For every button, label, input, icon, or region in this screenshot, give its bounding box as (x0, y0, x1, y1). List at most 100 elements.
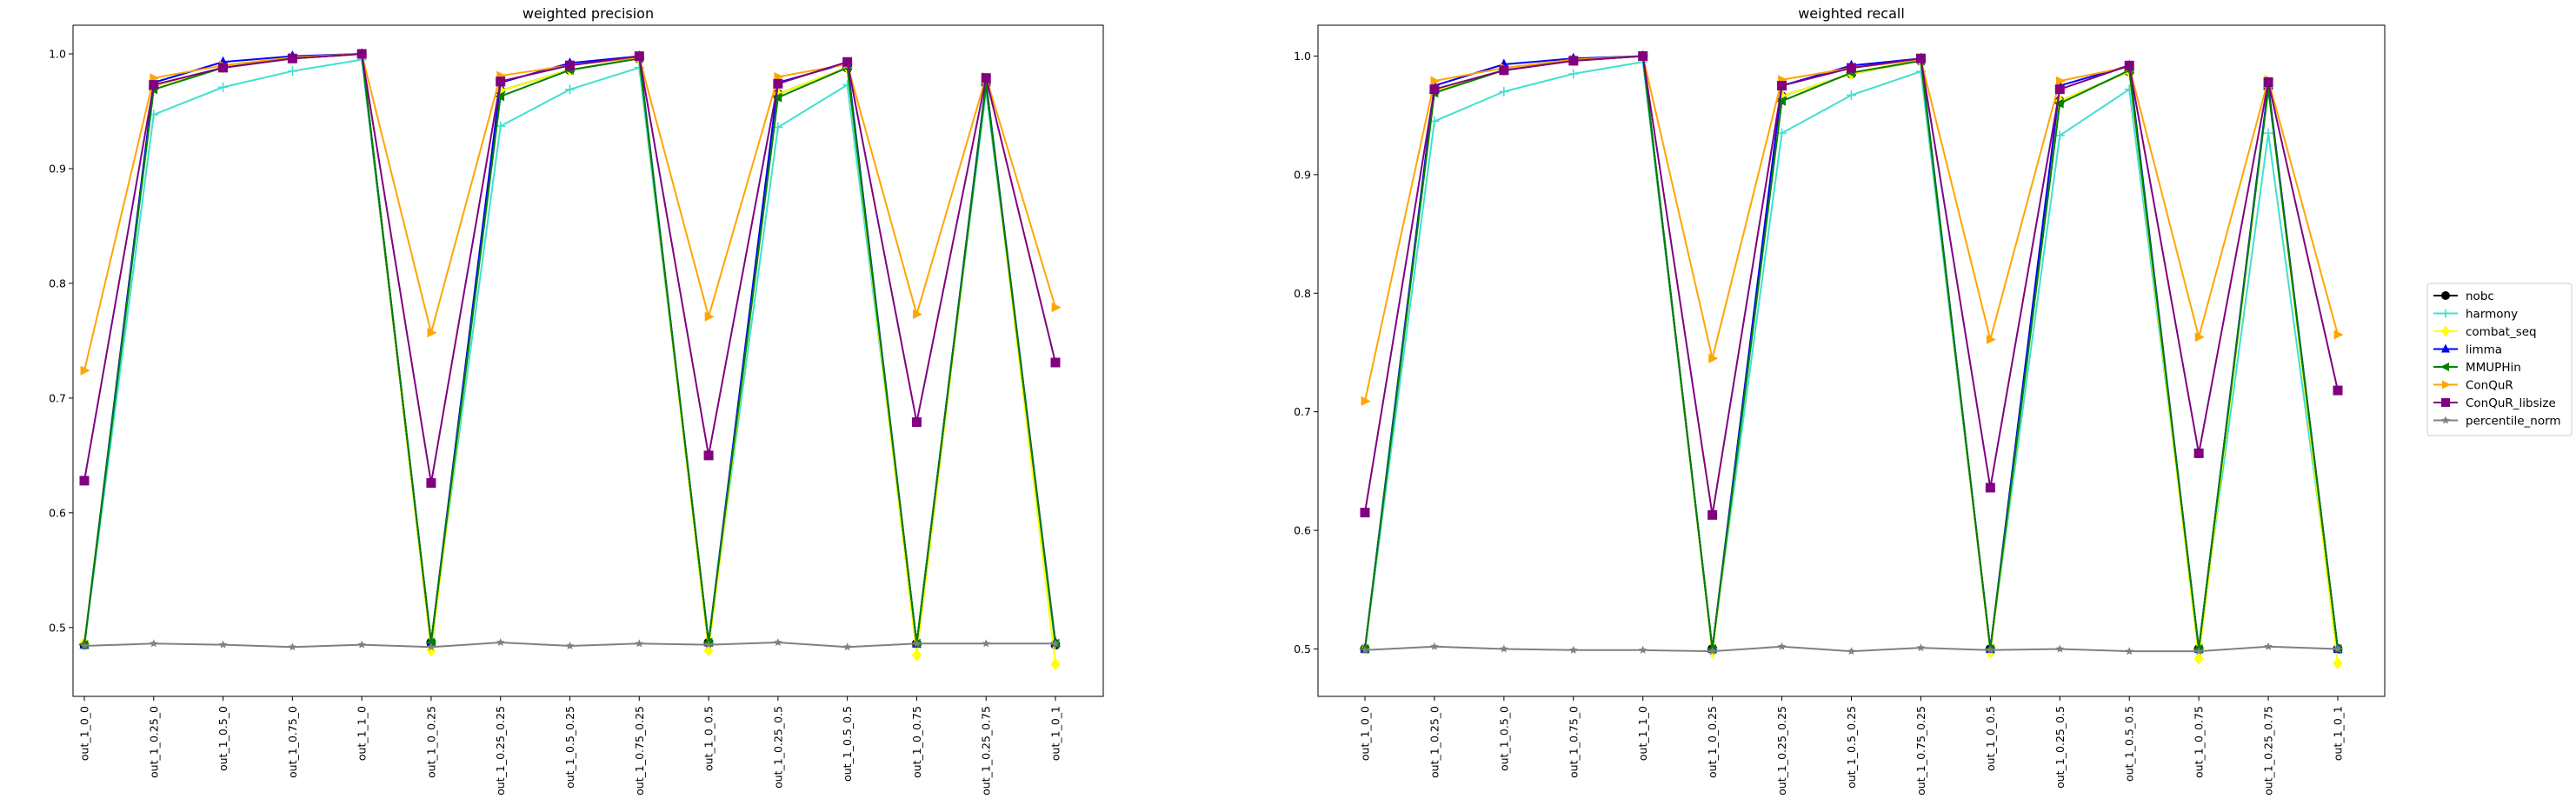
data-point (2263, 128, 2273, 138)
x-tick-label: out_1_0_0 (1359, 706, 1372, 761)
y-tick-label: 0.8 (49, 276, 66, 290)
data-point (2333, 656, 2343, 669)
data-point (427, 642, 436, 651)
x-tick-label: out_1_0.75_0 (286, 706, 299, 778)
y-tick-label: 0.8 (1294, 287, 1311, 300)
x-tick-label: out_1_0.25_0.75 (980, 706, 993, 795)
series-line (83, 52, 1056, 645)
series-harmony (1360, 57, 2343, 654)
x-tick-label: out_1_0.25_0 (1428, 706, 1441, 778)
legend-label: ConQuR (2466, 379, 2513, 393)
data-point (1707, 647, 1717, 656)
legend-entry: ConQuR (2433, 379, 2513, 393)
data-point (773, 78, 783, 89)
series-line (1364, 55, 2339, 650)
chart-title: weighted recall (1798, 5, 1905, 22)
x-tick-label: out_1_0.5_0 (216, 706, 230, 771)
data-point (496, 77, 506, 87)
data-point (150, 639, 158, 648)
data-point (2193, 448, 2204, 458)
data-point (635, 639, 644, 648)
y-tick-label: 0.7 (49, 391, 66, 404)
x-tick-label: out_1_1_0 (356, 706, 369, 761)
x-tick-label: out_1_0.25_0.5 (771, 706, 784, 789)
data-point (218, 63, 229, 73)
legend-entry: percentile_norm (2433, 415, 2561, 429)
data-point (565, 84, 575, 95)
data-point (287, 53, 297, 63)
x-tick-label: out_1_0_0.25 (424, 706, 437, 778)
series-line (1364, 55, 2339, 663)
data-point (1499, 86, 1509, 97)
data-point (2054, 84, 2065, 95)
data-point (1986, 645, 1995, 654)
data-point (1569, 645, 1578, 654)
series-line (83, 52, 1056, 484)
series-line (83, 52, 1056, 645)
data-point (1916, 643, 1926, 652)
data-point (1847, 63, 1856, 73)
data-point (704, 640, 713, 649)
data-point (356, 49, 367, 59)
x-tick-label: out_1_0.25_0.25 (1775, 706, 1788, 795)
series-limma (79, 48, 1061, 649)
y-tick-label: 1.0 (1294, 50, 1311, 63)
series-ConQuR (80, 49, 1062, 376)
x-tick-label: out_1_0.5_0.5 (841, 706, 854, 782)
data-point (2333, 644, 2342, 653)
x-tick-label: out_1_0_0.75 (910, 706, 923, 778)
data-point (426, 478, 436, 489)
data-point (1707, 509, 1718, 520)
x-tick-label: out_1_0.75_0.25 (633, 706, 646, 795)
data-point (218, 640, 228, 649)
legend-marker (2441, 343, 2450, 353)
data-point (287, 66, 297, 77)
data-point (1777, 81, 1787, 91)
data-point (2333, 385, 2343, 396)
x-tick-label: out_1_0.5_0 (1497, 706, 1510, 771)
data-point (774, 637, 782, 647)
data-point (1050, 657, 1061, 671)
data-point (1985, 483, 1995, 493)
x-tick-label: out_1_0.5_0.5 (2123, 706, 2136, 782)
data-point (1847, 647, 1856, 656)
data-point (2194, 647, 2203, 656)
y-tick-label: 0.9 (1294, 168, 1311, 181)
data-point (2053, 98, 2064, 109)
y-tick-label: 0.6 (1294, 524, 1311, 537)
data-point (1708, 353, 1719, 363)
series-ConQuR_libsize (1360, 50, 2343, 520)
plot-frame (1317, 24, 2386, 697)
legend-marker (2441, 291, 2450, 300)
series-nobc (79, 49, 1061, 650)
legend-entry: MMUPHin (2433, 361, 2521, 375)
x-tick-label: out_1_1_0 (1636, 706, 1649, 761)
y-tick-label: 0.5 (49, 621, 66, 634)
data-point (911, 417, 922, 428)
y-tick-label: 0.7 (1294, 405, 1311, 418)
x-tick-label: out_1_0.5_0.25 (1845, 706, 1858, 789)
data-point (704, 311, 715, 322)
x-tick-label: out_1_0.25_0 (147, 706, 160, 778)
data-point (2055, 644, 2065, 653)
data-point (1568, 56, 1579, 66)
series-line (1364, 55, 2339, 650)
data-point (288, 642, 297, 651)
legend-marker (2441, 325, 2450, 337)
series-percentile_norm (80, 637, 1060, 651)
data-point (1050, 357, 1061, 368)
legend-entry: ConQuR_libsize (2433, 396, 2556, 410)
data-point (1777, 90, 1787, 103)
data-point (2124, 60, 2134, 70)
data-point (1360, 508, 1370, 518)
data-point (496, 637, 505, 647)
x-tick-label: out_1_0_0.25 (1706, 706, 1719, 778)
data-point (565, 60, 575, 70)
series-line (83, 58, 1056, 645)
series-line (1364, 55, 2339, 402)
series-MMUPHin (1359, 50, 2342, 654)
legend-label: ConQuR_libsize (2466, 396, 2556, 410)
data-point (1775, 96, 1786, 106)
